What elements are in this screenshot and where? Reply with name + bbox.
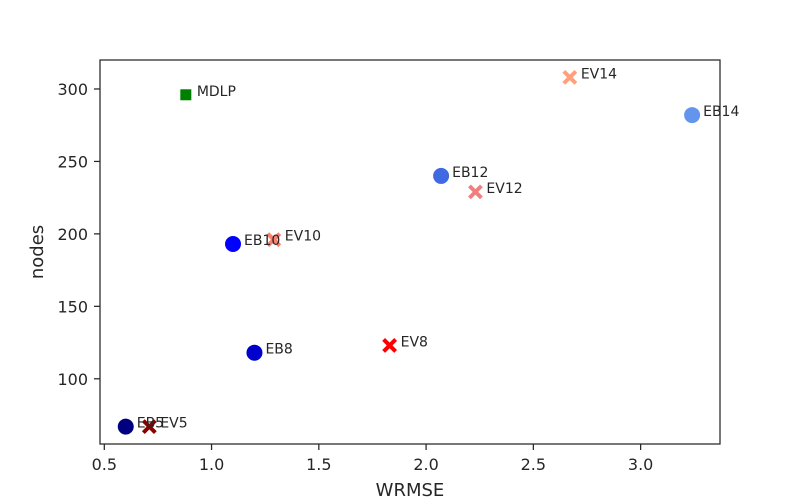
point-eb5	[117, 418, 134, 435]
x-tick-label: 1.5	[306, 455, 331, 474]
point-label-eb10: EB10	[244, 233, 280, 249]
point-labels: EB5 EB8 EB10 EB12 EB14 EV5 EV8 EV10 EV12 EV14 MDLP	[137, 66, 740, 431]
point-mdlp	[180, 89, 192, 101]
y-tick-label: 300	[57, 80, 88, 99]
data-points	[117, 69, 701, 435]
plot-frame	[99, 59, 721, 445]
x-tick-label: 2.5	[521, 455, 546, 474]
x-tick-label: 3.0	[628, 455, 653, 474]
x-tick-label: 1.0	[199, 455, 224, 474]
point-label-ev14: EV14	[581, 66, 617, 82]
x-tick-label: 2.0	[413, 455, 438, 474]
x-axis-ticks: 0.5 1.0 1.5 2.0 2.5 3.0	[92, 444, 653, 474]
y-axis-ticks: 100 150 200 250 300	[57, 80, 100, 389]
point-label-mdlp: MDLP	[197, 84, 236, 100]
y-tick-label: 150	[57, 297, 88, 316]
point-ev14	[562, 69, 578, 85]
point-eb14	[684, 107, 701, 124]
point-label-eb8: EB8	[265, 342, 292, 358]
point-label-eb12: EB12	[452, 165, 488, 181]
point-eb10	[225, 236, 242, 253]
point-eb12	[433, 167, 450, 184]
point-ev10	[266, 232, 282, 248]
point-ev12	[468, 184, 483, 200]
point-ev8	[382, 338, 398, 353]
y-tick-label: 250	[57, 152, 88, 171]
point-label-eb14: EB14	[703, 104, 739, 120]
y-tick-label: 200	[57, 225, 88, 244]
x-tick-label: 0.5	[92, 455, 117, 474]
point-label-ev12: EV12	[486, 181, 522, 197]
x-axis-label: WRMSE	[376, 480, 445, 500]
point-label-ev8: EV8	[401, 334, 428, 350]
y-axis-label: nodes	[27, 225, 48, 279]
point-ev5	[141, 419, 157, 435]
point-label-eb5: EB5	[137, 416, 164, 432]
point-eb8	[246, 344, 263, 361]
point-label-ev10: EV10	[285, 229, 321, 245]
y-tick-label: 100	[57, 370, 88, 389]
point-label-ev5: EV5	[160, 416, 187, 432]
